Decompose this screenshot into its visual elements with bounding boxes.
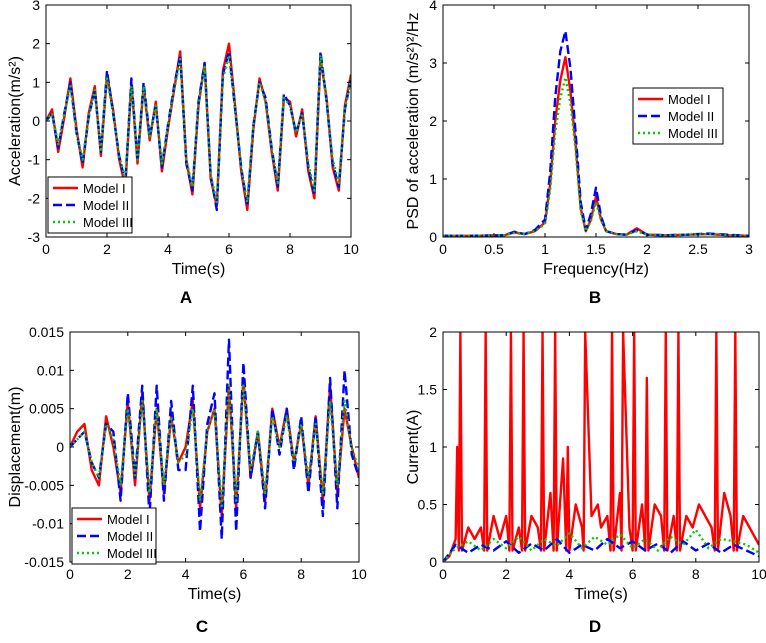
y-tick-label: 1 <box>32 74 40 90</box>
x-axis-label: Time(s) <box>188 586 242 603</box>
y-tick-label: 0.5 <box>418 497 438 513</box>
series-group <box>70 338 359 541</box>
legend-entry: Model I <box>668 92 711 107</box>
legend-entry: Model I <box>83 181 126 196</box>
x-tick-label: 1.5 <box>586 241 606 257</box>
series-line-model-iii <box>70 384 359 510</box>
y-tick-label: 4 <box>429 0 437 13</box>
y-axis-label: Current(A) <box>405 410 422 485</box>
y-tick-label: 1 <box>429 439 437 455</box>
x-tick-label: 0.5 <box>484 241 504 257</box>
x-tick-label: 6 <box>225 241 233 257</box>
legend: Model I Model II Model III <box>632 87 724 145</box>
legend-entry: Model III <box>668 126 718 141</box>
x-tick-label: 2.5 <box>688 241 708 257</box>
x-tick-label: 8 <box>297 566 305 582</box>
y-tick-label: -0.015 <box>24 554 64 570</box>
y-tick-label: 0.005 <box>29 401 64 417</box>
x-tick-label: 6 <box>240 566 248 582</box>
x-tick-label: 10 <box>343 241 359 257</box>
y-tick-label: 0.015 <box>29 324 64 340</box>
series-line-model-iii <box>443 528 759 562</box>
y-tick-label: 2 <box>429 324 437 340</box>
y-tick-label: 1 <box>429 171 437 187</box>
x-axis-label: Time(s) <box>172 261 226 278</box>
x-tick-label: 4 <box>566 566 574 582</box>
panel-label: A <box>180 288 192 307</box>
legend-entry: Model III <box>83 215 133 230</box>
x-tick-label: 0 <box>42 241 50 257</box>
x-tick-label: 10 <box>351 566 367 582</box>
y-tick-label: 0 <box>429 554 437 570</box>
x-axis-label: Time(s) <box>574 586 628 603</box>
y-axis-label: PSD of acceleration (m/s²)²/Hz <box>405 13 422 230</box>
x-tick-label: 2 <box>502 566 510 582</box>
x-tick-label: 0 <box>439 566 447 582</box>
y-axis-label: Acceleration(m/s²) <box>7 56 24 186</box>
y-tick-label: -2 <box>28 190 41 206</box>
x-tick-label: 2 <box>643 241 651 257</box>
x-tick-label: 1 <box>541 241 549 257</box>
series-line-model-i <box>443 332 759 562</box>
chart-panel-d: 0 2 4 6 8 10 0 0.5 1 1.5 2 Time(s) Current(A) D <box>405 324 766 636</box>
y-tick-label: -0.01 <box>32 516 64 532</box>
y-tick-label: 2 <box>429 113 437 129</box>
y-tick-label: 0 <box>32 113 40 129</box>
x-tick-label: 10 <box>751 566 766 582</box>
y-tick-label: 3 <box>32 0 40 13</box>
legend: Model I Model II Model III <box>71 507 157 565</box>
x-tick-label: 4 <box>182 566 190 582</box>
series-line-model-ii <box>443 537 759 562</box>
x-tick-label: 2 <box>124 566 132 582</box>
chart-panel-a: 0 2 4 6 8 10 -3 -2 -1 0 1 2 3 Time(s) Acceleration(m/s… <box>7 0 359 307</box>
x-tick-label: 3 <box>745 241 753 257</box>
series-line-model-ii <box>70 338 359 541</box>
x-axis-label: Frequency(Hz) <box>543 261 649 278</box>
legend-entry: Model I <box>107 512 150 527</box>
legend-entry: Model II <box>668 109 714 124</box>
series-group <box>443 332 759 562</box>
legend-entry: Model II <box>83 198 129 213</box>
series-group <box>443 29 749 237</box>
y-tick-label: 1.5 <box>418 382 438 398</box>
legend-entry: Model II <box>107 529 153 544</box>
y-tick-label: 0 <box>56 439 64 455</box>
x-tick-label: 2 <box>103 241 111 257</box>
series-line-model-iii <box>46 54 351 204</box>
panel-label: C <box>196 617 208 636</box>
series-group <box>46 42 351 212</box>
chart-panel-c: 0 2 4 6 8 10 -0.015 -0.01 -0.005 0 0.005 0.01 0.015 T… <box>7 324 367 636</box>
x-tick-label: 8 <box>692 566 700 582</box>
x-tick-label: 0 <box>66 566 74 582</box>
x-tick-label: 4 <box>164 241 172 257</box>
y-axis-label: Displacement(m) <box>7 387 24 508</box>
y-tick-label: 0 <box>429 229 437 245</box>
legend: Model I Model II Model III <box>47 176 133 234</box>
panel-label: B <box>589 288 601 307</box>
x-tick-label: 8 <box>286 241 294 257</box>
y-tick-label: 3 <box>429 55 437 71</box>
y-tick-label: -1 <box>28 152 41 168</box>
panel-label: D <box>589 617 601 636</box>
y-tick-label: 0.01 <box>37 362 64 378</box>
y-tick-label: -0.005 <box>24 477 64 493</box>
series-line-model-ii <box>443 29 749 237</box>
legend-entry: Model III <box>107 546 157 561</box>
x-tick-label: 6 <box>629 566 637 582</box>
legend-box <box>632 87 724 145</box>
chart-panel-b: 0 0.5 1 1.5 2 2.5 3 0 1 2 3 4 Frequency(Hz) PSD of ac… <box>405 0 753 307</box>
y-tick-label: -3 <box>28 229 41 245</box>
x-tick-label: 0 <box>439 241 447 257</box>
y-tick-label: 2 <box>32 36 40 52</box>
